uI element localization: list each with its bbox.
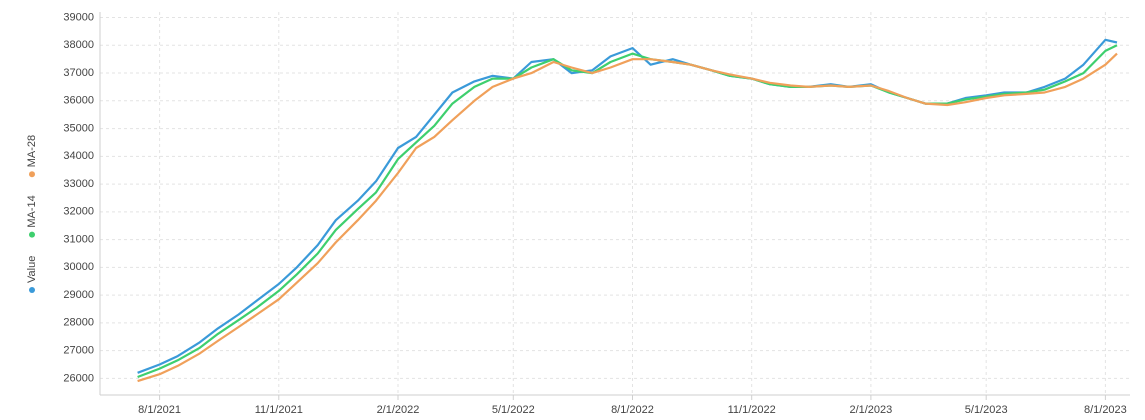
legend-marker xyxy=(29,287,35,293)
x-tick-label: 2/1/2022 xyxy=(377,404,420,416)
x-tick-label: 2/1/2023 xyxy=(849,404,892,416)
series-line xyxy=(137,52,1118,383)
x-tick-label: 8/1/2022 xyxy=(611,404,654,416)
y-tick-label: 27000 xyxy=(63,345,94,357)
x-tick-label: 5/1/2022 xyxy=(492,404,535,416)
y-tick-label: 38000 xyxy=(63,39,94,51)
x-tick-label: 8/1/2023 xyxy=(1084,404,1127,416)
legend-marker xyxy=(29,171,35,178)
legend-marker xyxy=(29,231,35,238)
series-line xyxy=(137,44,1118,379)
y-tick-label: 37000 xyxy=(63,67,94,79)
y-tick-label: 32000 xyxy=(63,206,94,218)
y-tick-label: 26000 xyxy=(63,372,94,384)
y-tick-label: 30000 xyxy=(63,261,94,273)
legend-label: MA-28 xyxy=(26,135,38,167)
legend-label: MA-14 xyxy=(26,195,38,227)
y-tick-label: 34000 xyxy=(63,150,94,162)
y-tick-label: 39000 xyxy=(63,11,94,23)
y-tick-label: 36000 xyxy=(63,95,94,107)
x-tick-label: 11/1/2022 xyxy=(728,404,776,416)
x-tick-label: 11/1/2021 xyxy=(255,404,303,416)
y-tick-label: 33000 xyxy=(63,178,94,190)
y-tick-label: 35000 xyxy=(63,122,94,134)
x-tick-label: 5/1/2023 xyxy=(965,404,1008,416)
y-tick-label: 29000 xyxy=(63,289,94,301)
y-tick-label: 31000 xyxy=(63,233,94,245)
legend-label: Value xyxy=(26,256,38,283)
x-tick-label: 8/1/2021 xyxy=(138,404,181,416)
legend: Value MA-14 MA-28 xyxy=(26,135,38,293)
y-tick-label: 28000 xyxy=(63,317,94,329)
